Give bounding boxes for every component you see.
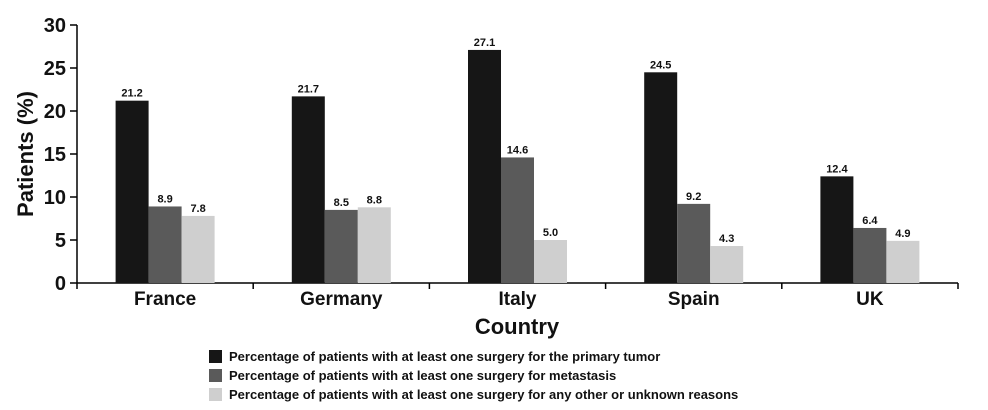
- bar: [115, 100, 149, 284]
- x-tick-label: Spain: [668, 289, 720, 310]
- bar: [534, 240, 567, 283]
- bar-value-label: 27.1: [474, 37, 495, 49]
- bar: [501, 157, 534, 283]
- bar: [710, 246, 744, 283]
- bar: [468, 49, 501, 283]
- plot-area: 0 5 10 15 20 25 30 Patients (%) Country 21.2 8.9 7.…: [13, 15, 959, 339]
- x-tick-label: France: [134, 289, 196, 310]
- legend-swatch-other-reasons: [209, 388, 222, 401]
- legend-item-metastasis: Percentage of patients with at least one…: [209, 366, 738, 385]
- bar-value-label: 4.3: [719, 233, 734, 245]
- bar-value-label: 8.9: [157, 193, 172, 205]
- legend-item-other-reasons: Percentage of patients with at least one…: [209, 385, 738, 404]
- y-tick-label: 25: [44, 58, 66, 80]
- x-tick-label: Germany: [300, 289, 383, 310]
- bar-value-label: 5.0: [543, 227, 558, 239]
- bar: [820, 176, 854, 283]
- legend-label-metastasis: Percentage of patients with at least one…: [229, 368, 617, 383]
- bar-value-label: 21.7: [298, 83, 319, 95]
- legend-swatch-metastasis: [209, 369, 222, 382]
- bar-value-label: 8.5: [334, 197, 349, 209]
- bar-value-label: 6.4: [862, 215, 878, 227]
- x-tick-label: UK: [856, 289, 884, 310]
- y-tick-label: 30: [44, 15, 66, 37]
- bar: [181, 215, 215, 283]
- legend-swatch-primary-tumor: [209, 350, 222, 363]
- y-tick-label: 10: [44, 187, 66, 209]
- x-axis-title: Country: [475, 314, 560, 339]
- legend: Percentage of patients with at least one…: [209, 347, 738, 404]
- bar-value-label: 12.4: [826, 163, 848, 175]
- bar: [644, 72, 678, 283]
- bar-value-label: 21.2: [121, 88, 142, 100]
- bar-value-label: 9.2: [686, 191, 701, 203]
- bar-value-label: 4.9: [895, 228, 910, 240]
- y-tick-label: 20: [44, 101, 66, 123]
- bar-value-label: 7.8: [190, 203, 205, 215]
- bar-value-label: 8.8: [367, 194, 382, 206]
- bar: [357, 207, 391, 283]
- y-axis-title: Patients (%): [13, 91, 38, 217]
- bar: [853, 227, 887, 283]
- bar: [677, 203, 711, 283]
- y-tick-label: 15: [44, 144, 66, 166]
- bar: [324, 209, 358, 283]
- legend-label-other-reasons: Percentage of patients with at least one…: [229, 387, 739, 402]
- bar-chart: 0 5 10 15 20 25 30 Patients (%) Country 21.2 8.9 7.…: [13, 15, 959, 339]
- legend-item-primary-tumor: Percentage of patients with at least one…: [209, 347, 738, 366]
- y-tick-label: 5: [55, 230, 66, 252]
- legend-label-primary-tumor: Percentage of patients with at least one…: [229, 349, 661, 364]
- bar-value-label: 24.5: [650, 59, 671, 71]
- bar: [148, 206, 182, 283]
- bar-value-label: 14.6: [507, 144, 528, 156]
- y-tick-label: 0: [55, 273, 66, 295]
- bar: [291, 96, 325, 283]
- bar: [886, 240, 920, 283]
- x-tick-label: Italy: [498, 289, 536, 310]
